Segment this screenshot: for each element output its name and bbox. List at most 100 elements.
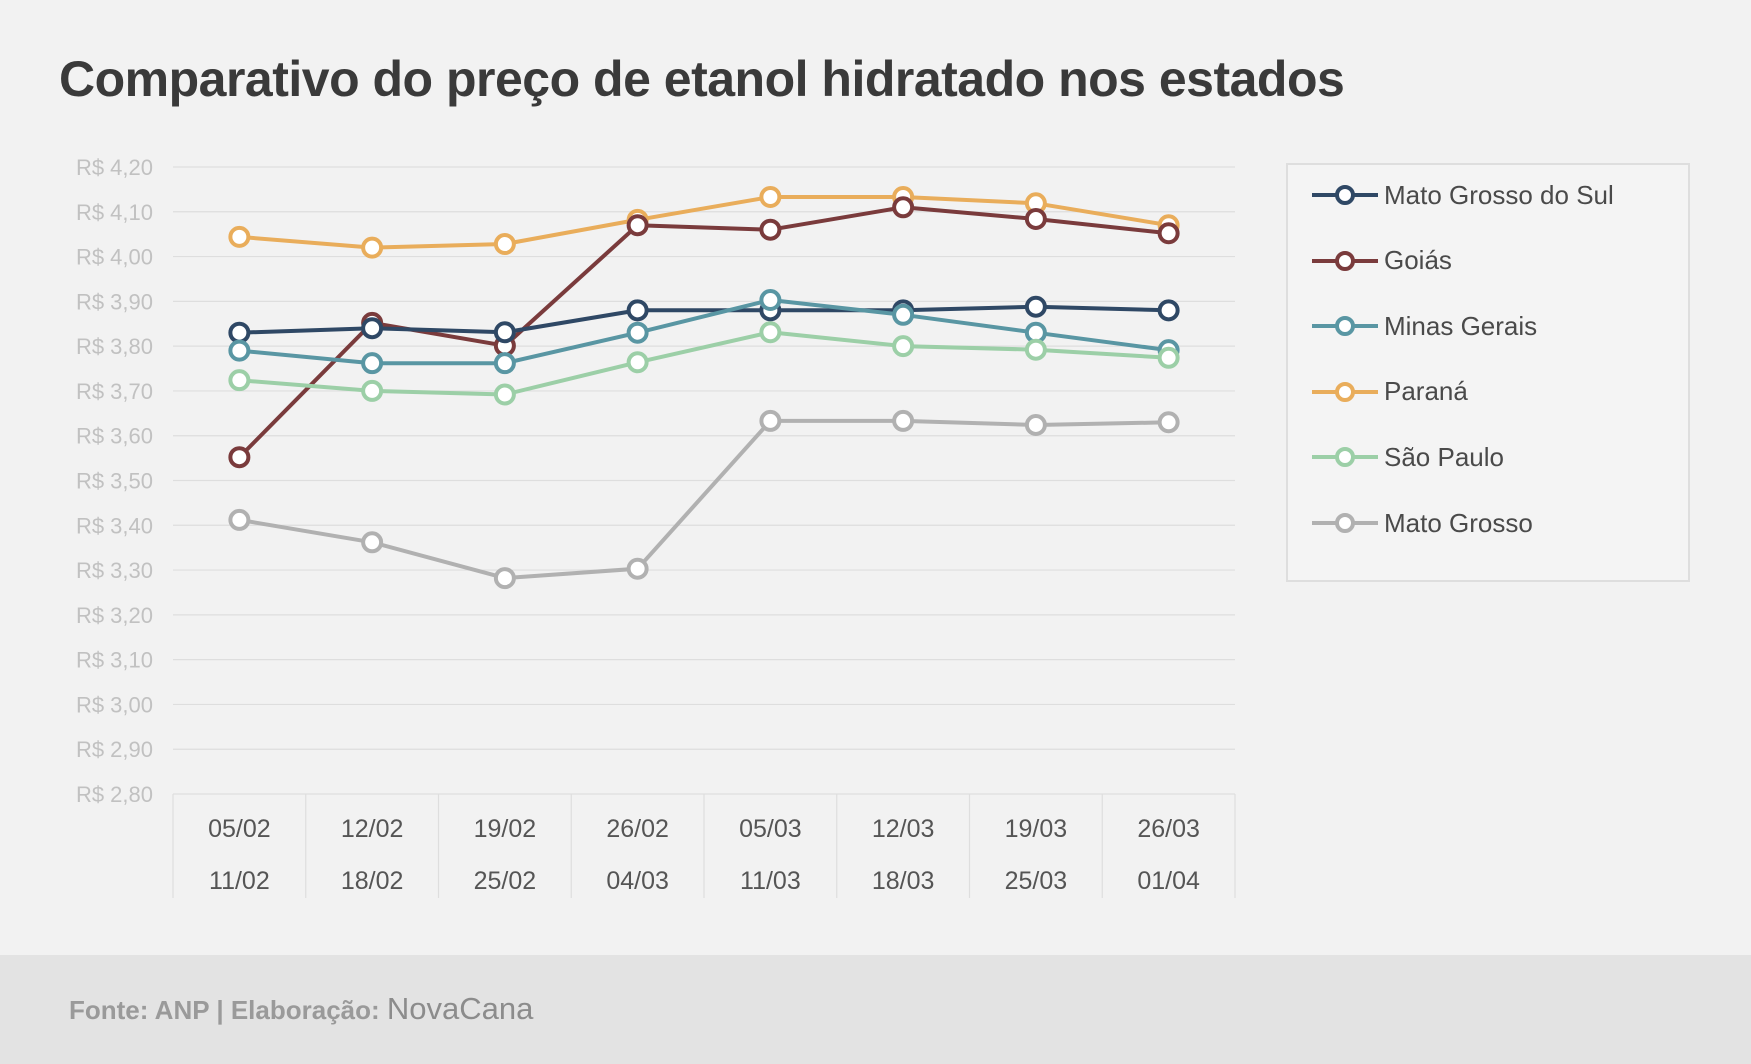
series-goias xyxy=(228,196,1180,469)
data-point xyxy=(1024,295,1047,318)
data-point xyxy=(493,567,516,590)
legend-label: Mato Grosso do Sul xyxy=(1384,179,1614,210)
data-point xyxy=(759,321,782,344)
x-tick-label-start: 26/02 xyxy=(606,815,669,843)
series-line xyxy=(239,418,1169,581)
y-tick-label: R$ 3,70 xyxy=(76,379,153,404)
legend-label: Mato Grosso xyxy=(1384,507,1533,538)
y-tick-label: R$ 3,30 xyxy=(76,558,153,583)
y-tick-label: R$ 2,80 xyxy=(76,782,153,807)
x-tick-label-end: 01/04 xyxy=(1137,867,1200,895)
x-tick-label-start: 05/03 xyxy=(739,815,802,843)
source-credit: Fonte: ANP | Elaboração: NovaCana xyxy=(69,991,533,1027)
data-point xyxy=(228,369,251,392)
y-tick-label: R$ 4,20 xyxy=(76,155,153,180)
x-tick-label-end: 18/03 xyxy=(872,867,935,895)
data-point xyxy=(228,339,251,362)
y-tick-label: R$ 2,90 xyxy=(76,737,153,762)
x-tick-label-start: 19/03 xyxy=(1005,815,1068,843)
chart-title: Comparativo do preço de etanol hidratado… xyxy=(59,51,1345,107)
data-point xyxy=(228,508,251,531)
x-tick-label-start: 19/02 xyxy=(474,815,537,843)
data-point xyxy=(626,321,649,344)
data-point xyxy=(361,317,384,340)
legend-item-sao-paulo: São Paulo xyxy=(1310,437,1504,477)
y-axis-ticks: R$ 2,80 R$ 2,90 R$ 3,00 R$ 3,10 R$ 3,20 R$ 3,… xyxy=(76,155,153,807)
data-point xyxy=(1024,207,1047,230)
series-line xyxy=(239,298,1169,366)
legend: Mato Grosso do Sul Goiás Minas Gerais Paran… xyxy=(1286,163,1690,582)
y-tick-label: R$ 4,10 xyxy=(76,200,153,225)
data-point xyxy=(759,186,782,209)
x-tick-label-start: 05/02 xyxy=(208,815,271,843)
y-tick-label: R$ 3,40 xyxy=(76,513,153,538)
data-point xyxy=(228,225,251,248)
series-line xyxy=(239,304,1169,335)
legend-swatch-icon xyxy=(1312,316,1378,337)
legend-label: Paraná xyxy=(1384,376,1468,407)
x-tick-label-end: 11/02 xyxy=(209,867,270,895)
data-point xyxy=(361,379,384,402)
legend-item-goias: Goiás xyxy=(1310,241,1452,281)
source-text: Fonte: ANP | Elaboração: xyxy=(69,995,387,1025)
data-point xyxy=(759,289,782,312)
legend-item-minas-gerais: Minas Gerais xyxy=(1310,306,1537,346)
data-point xyxy=(493,352,516,375)
data-point xyxy=(626,299,649,322)
x-tick-label-end: 11/03 xyxy=(740,867,801,895)
x-tick-label-end: 25/03 xyxy=(1005,867,1068,895)
data-point xyxy=(1024,413,1047,436)
data-point xyxy=(1157,346,1180,369)
data-point xyxy=(626,557,649,580)
legend-label: São Paulo xyxy=(1384,441,1504,472)
footer: Fonte: ANP | Elaboração: NovaCana xyxy=(0,955,1751,1064)
x-axis: 05/02 11/02 12/02 18/02 19/02 25/02 26/02 04/03… xyxy=(172,794,1236,898)
data-point xyxy=(892,409,915,432)
y-tick-label: R$ 3,90 xyxy=(76,289,153,314)
x-tick-label-end: 18/02 xyxy=(341,867,404,895)
data-point xyxy=(493,233,516,256)
legend-swatch-icon xyxy=(1312,513,1378,533)
series-lines xyxy=(228,186,1180,590)
data-point xyxy=(759,218,782,241)
series-line xyxy=(239,195,1169,250)
y-tick-label: R$ 3,60 xyxy=(76,424,153,449)
data-point xyxy=(361,352,384,375)
legend-swatch-icon xyxy=(1312,447,1378,468)
series-line xyxy=(239,330,1169,397)
data-point xyxy=(493,321,516,344)
y-tick-label: R$ 3,00 xyxy=(76,692,153,717)
data-point xyxy=(626,351,649,374)
brand-name: NovaCana xyxy=(386,991,534,1026)
x-tick-label-start: 26/03 xyxy=(1137,815,1200,843)
y-tick-label: R$ 3,80 xyxy=(76,334,153,359)
grid-lines xyxy=(173,166,1235,795)
data-point xyxy=(892,196,915,219)
legend-swatch-icon xyxy=(1312,250,1378,271)
legend-item-mato-grosso: Mato Grosso xyxy=(1310,503,1533,543)
legend-label: Minas Gerais xyxy=(1384,310,1538,341)
data-point xyxy=(361,236,384,259)
x-tick-label-start: 12/03 xyxy=(872,815,935,843)
legend-item-parana: Paraná xyxy=(1310,372,1468,412)
legend-swatch-icon xyxy=(1312,381,1378,402)
data-point xyxy=(892,335,915,358)
series-line xyxy=(237,205,1169,459)
y-tick-label: R$ 4,00 xyxy=(76,245,153,270)
line-chart: R$ 2,80 R$ 2,90 R$ 3,00 R$ 3,10 R$ 3,20 R$ 3,… xyxy=(76,155,1236,898)
data-point xyxy=(1024,338,1047,361)
data-point xyxy=(1157,299,1180,322)
data-point xyxy=(1157,411,1180,434)
y-tick-label: R$ 3,10 xyxy=(76,648,153,673)
data-point xyxy=(759,409,782,432)
legend-swatch-icon xyxy=(1312,185,1378,205)
data-point xyxy=(1157,222,1180,245)
data-point xyxy=(228,321,251,344)
data-point xyxy=(626,214,649,237)
y-tick-label: R$ 3,20 xyxy=(76,603,153,628)
y-tick-label: R$ 3,50 xyxy=(76,469,153,494)
series-sao-paulo xyxy=(228,321,1180,406)
data-point xyxy=(892,303,915,326)
x-tick-label-end: 25/02 xyxy=(474,867,537,895)
data-point xyxy=(228,446,251,469)
